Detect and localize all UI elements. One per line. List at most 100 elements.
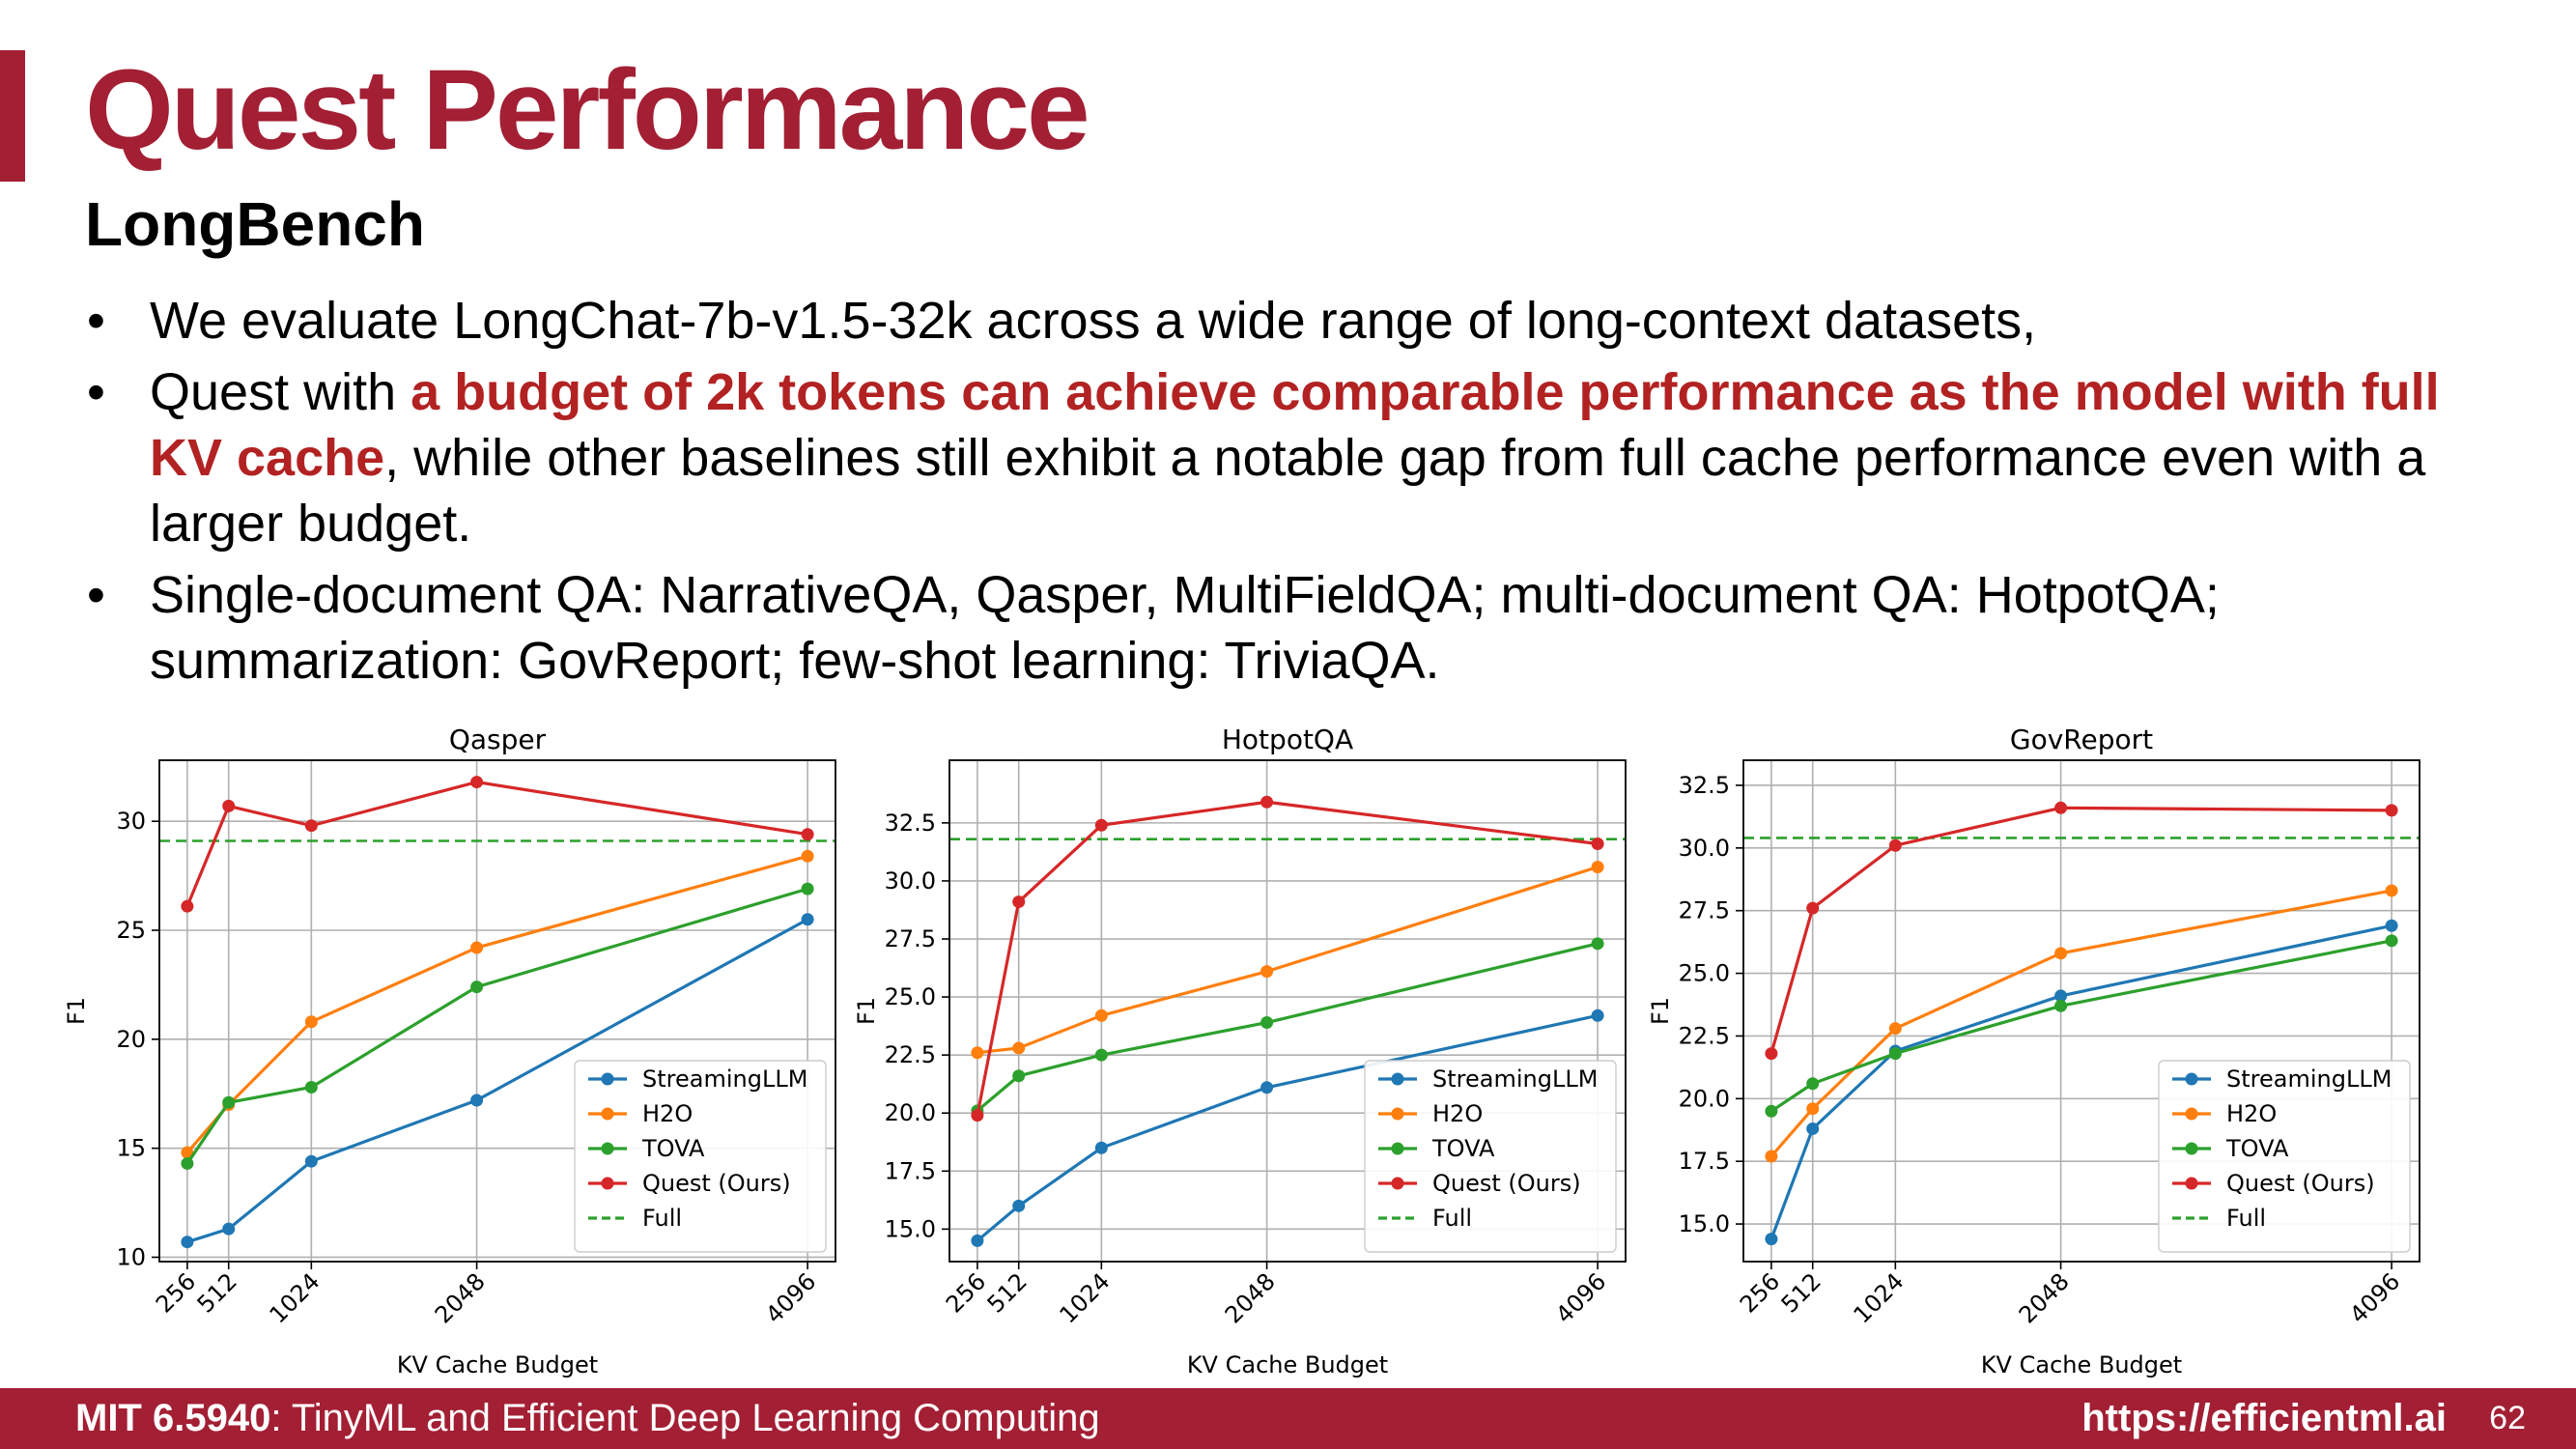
y-tick-label: 30 [116, 808, 146, 835]
x-axis-label: KV Cache Budget [1981, 1351, 2182, 1378]
data-point-tova [1094, 1048, 1108, 1062]
data-point-h2o [1094, 1009, 1108, 1022]
bullet-list: • We evaluate LongChat-7b-v1.5-32k across… [85, 288, 2500, 699]
data-point-streamingllm [801, 913, 814, 926]
y-axis-label: F1 [853, 997, 880, 1025]
data-point-streamingllm [971, 1234, 984, 1247]
legend-label-h2o: H2O [1432, 1100, 1483, 1127]
legend-label-quest-ours: Quest (Ours) [2226, 1170, 2375, 1197]
bullet-text-end: , while other baselines still exhibit a … [150, 429, 2426, 553]
x-tick-label: 256 [151, 1267, 201, 1318]
data-point-h2o [1591, 861, 1604, 874]
data-point-h2o [1806, 1102, 1820, 1116]
y-tick-label: 17.5 [1679, 1148, 1730, 1175]
data-point-quest-ours [1260, 795, 1274, 809]
legend-label-full: Full [2226, 1205, 2266, 1232]
page-number: 62 [2489, 1400, 2526, 1436]
data-point-streamingllm [222, 1222, 236, 1236]
data-point-tova [1806, 1077, 1820, 1091]
chart-hotpotqa: 15.0 17.5 20.0 22.5 25.0 27.5 30.0 32.5 256 512 10… [790, 710, 1627, 1386]
y-tick-label: 32.5 [1679, 772, 1730, 799]
data-point-quest-ours [2054, 801, 2068, 814]
legend-marker-h2o [2185, 1107, 2198, 1121]
data-point-h2o [1765, 1150, 1778, 1163]
x-tick-label: 512 [982, 1267, 1033, 1318]
series-line-quest-ours [185, 780, 808, 907]
chart-legend: StreamingLLM H2O TOVA Quest (Ours) Full [574, 1060, 827, 1253]
legend-marker-quest-ours [601, 1177, 614, 1190]
data-point-streamingllm [1806, 1122, 1820, 1135]
data-point-tova [1888, 1047, 1902, 1061]
y-tick-label: 20.0 [885, 1099, 936, 1126]
y-tick-label: 25.0 [885, 983, 936, 1010]
y-tick-label: 27.5 [885, 925, 936, 952]
data-point-h2o [801, 849, 814, 863]
bullet-text: We evaluate LongChat-7b-v1.5-32k across … [150, 292, 2037, 350]
legend-label-full: Full [1432, 1205, 1472, 1232]
data-point-streamingllm [1765, 1233, 1778, 1246]
plot-frame [948, 759, 1627, 1263]
data-point-quest-ours [1012, 895, 1026, 909]
data-point-tova [470, 980, 484, 994]
data-point-quest-ours [181, 899, 194, 913]
chart-qasper: 10 15 20 25 30 256 512 1024 2048 4096 Qasper KV Cac… [0, 710, 836, 1386]
y-tick-label: 22.5 [885, 1041, 936, 1068]
legend-marker-h2o [1391, 1107, 1404, 1121]
legend-label-h2o: H2O [2226, 1100, 2277, 1127]
x-tick-label: 512 [1776, 1267, 1826, 1318]
y-tick-label: 27.5 [1679, 897, 1730, 924]
footer-url-link[interactable]: https://efficientml.ai [2081, 1397, 2447, 1439]
data-point-streamingllm [1012, 1199, 1026, 1212]
legend-label-streamingllm: StreamingLLM [1432, 1065, 1598, 1093]
legend-marker-tova [2185, 1142, 2198, 1155]
y-axis-label: F1 [1647, 997, 1674, 1025]
bullet-item: • Quest with a budget of 2k tokens can ac… [85, 359, 2500, 556]
y-tick-label: 32.5 [885, 810, 936, 837]
legend-label-tova: TOVA [2225, 1135, 2289, 1162]
legend-label-tova: TOVA [641, 1135, 705, 1162]
chart-govreport: 15.0 17.5 20.0 22.5 25.0 27.5 30.0 32.5 256 512 10… [1584, 710, 2420, 1386]
slide-subtitle: LongBench [85, 189, 425, 259]
footer-bar: MIT 6.5940: TinyML and Efficient Deep Le… [0, 1388, 2576, 1449]
data-point-tova [304, 1080, 318, 1094]
data-point-h2o [971, 1046, 984, 1060]
y-tick-label: 15.0 [885, 1215, 936, 1242]
data-point-streamingllm [1094, 1141, 1108, 1154]
data-point-tova [2385, 934, 2398, 948]
x-tick-label: 1024 [265, 1267, 326, 1328]
legend-label-h2o: H2O [642, 1100, 693, 1127]
x-tick-label: 4096 [2344, 1267, 2405, 1328]
legend-marker-tova [601, 1142, 614, 1155]
data-point-tova [1591, 937, 1604, 951]
legend-marker-quest-ours [1391, 1177, 1404, 1190]
legend-marker-h2o [601, 1107, 614, 1121]
data-point-streamingllm [1260, 1081, 1274, 1094]
data-point-quest-ours [304, 819, 318, 833]
legend-label-quest-ours: Quest (Ours) [642, 1170, 791, 1197]
data-point-streamingllm [1591, 1009, 1604, 1022]
legend-marker-streamingllm [2185, 1072, 2198, 1086]
y-tick-label: 30.0 [1679, 835, 1730, 862]
charts-row: 10 15 20 25 30 256 512 1024 2048 4096 Qasper KV Cac… [0, 710, 2576, 1386]
y-axis-label: F1 [63, 997, 90, 1025]
bullet-dot: • [87, 566, 105, 624]
x-axis-label: KV Cache Budget [1187, 1351, 1388, 1378]
y-tick-label: 15.0 [1679, 1210, 1730, 1237]
legend-label-streamingllm: StreamingLLM [2226, 1065, 2392, 1093]
footer-course-name: : TinyML and Efficient Deep Learning Com… [270, 1397, 1100, 1439]
data-point-quest-ours [1094, 818, 1108, 832]
data-point-streamingllm [470, 1094, 484, 1107]
data-point-h2o [470, 941, 484, 954]
chart-legend: StreamingLLM H2O TOVA Quest (Ours) Full [1364, 1060, 1617, 1253]
bullet-item: • We evaluate LongChat-7b-v1.5-32k across… [85, 288, 2500, 354]
data-point-quest-ours [1765, 1047, 1778, 1061]
data-point-tova [2054, 999, 2068, 1012]
legend-label-tova: TOVA [1431, 1135, 1495, 1162]
y-tick-label: 25.0 [1679, 960, 1730, 987]
data-point-h2o [304, 1015, 318, 1029]
plot-frame [1742, 759, 2420, 1263]
y-tick-label: 25 [116, 917, 146, 944]
